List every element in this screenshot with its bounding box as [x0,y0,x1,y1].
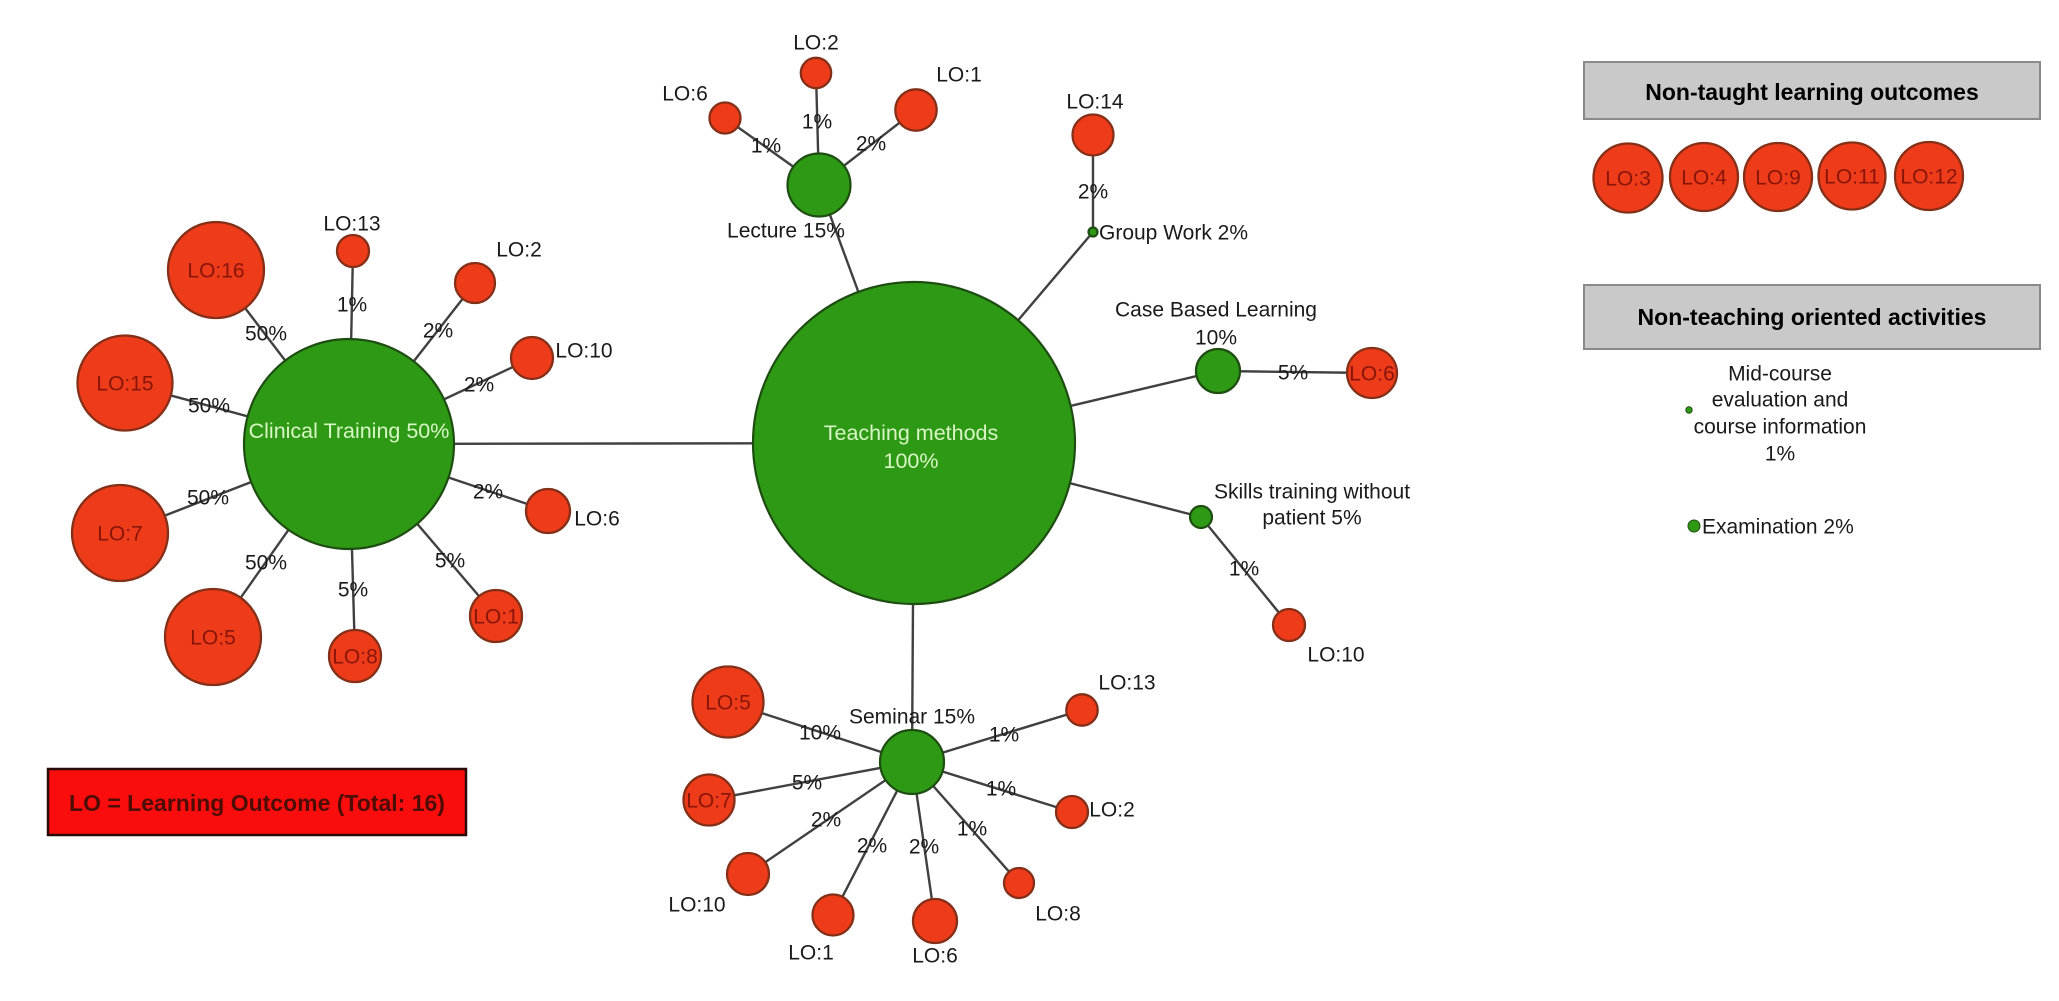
svg-text:LO:7: LO:7 [97,523,143,546]
svg-text:Clinical Training 50%: Clinical Training 50% [249,419,450,443]
svg-text:2%: 2% [1078,181,1108,204]
svg-text:LO:1: LO:1 [788,942,834,965]
svg-text:5%: 5% [338,579,368,602]
svg-text:LO:12: LO:12 [1900,166,1957,189]
svg-text:50%: 50% [188,395,230,418]
svg-text:LO:14: LO:14 [1066,91,1124,114]
svg-text:Case Based Learning: Case Based Learning [1115,299,1317,322]
svg-text:1%: 1% [957,818,987,841]
svg-text:2%: 2% [909,836,939,859]
svg-text:2%: 2% [464,374,494,397]
svg-text:Mid-course: Mid-course [1728,363,1832,386]
svg-text:1%: 1% [751,135,781,158]
svg-text:Teaching methods: Teaching methods [824,421,999,445]
svg-text:LO:15: LO:15 [96,373,153,396]
svg-text:Skills training without: Skills training without [1214,481,1410,504]
svg-text:Lecture 15%: Lecture 15% [727,220,845,243]
svg-text:LO:10: LO:10 [668,894,725,917]
svg-text:1%: 1% [802,111,832,134]
svg-text:LO:7: LO:7 [686,790,732,813]
svg-text:1%: 1% [1765,443,1795,466]
svg-text:Seminar 15%: Seminar 15% [849,706,975,729]
svg-text:1%: 1% [989,724,1019,747]
svg-text:LO:1: LO:1 [473,606,519,629]
svg-text:LO:6: LO:6 [912,945,958,968]
svg-text:10%: 10% [799,722,841,745]
svg-text:LO:6: LO:6 [1349,363,1395,386]
svg-text:LO:9: LO:9 [1755,167,1801,190]
svg-text:LO:13: LO:13 [1098,672,1155,695]
svg-text:LO:10: LO:10 [1307,644,1364,667]
svg-text:LO:10: LO:10 [555,340,612,363]
svg-text:Group Work 2%: Group Work 2% [1099,222,1248,245]
svg-text:LO:6: LO:6 [662,83,708,106]
svg-text:LO:2: LO:2 [496,239,542,262]
svg-text:LO:13: LO:13 [323,213,380,236]
svg-text:1%: 1% [337,294,367,317]
svg-text:Examination 2%: Examination 2% [1702,516,1854,539]
svg-text:LO:4: LO:4 [1681,167,1727,190]
svg-text:LO:2: LO:2 [1089,799,1135,822]
svg-text:LO:16: LO:16 [187,260,244,283]
svg-text:1%: 1% [1229,558,1259,581]
svg-text:2%: 2% [811,809,841,832]
svg-text:2%: 2% [856,133,886,156]
svg-text:course information: course information [1694,416,1867,439]
svg-text:50%: 50% [187,487,229,510]
svg-text:100%: 100% [884,449,939,473]
svg-text:5%: 5% [792,772,822,795]
svg-text:patient 5%: patient 5% [1262,507,1361,530]
svg-text:50%: 50% [245,552,287,575]
svg-text:5%: 5% [435,550,465,573]
svg-text:LO = Learning Outcome (Total:: LO = Learning Outcome (Total: 16) [69,790,445,816]
svg-text:evaluation and: evaluation and [1712,389,1849,412]
svg-text:Non-taught learning outcomes: Non-taught learning outcomes [1645,79,1979,105]
svg-text:LO:3: LO:3 [1605,168,1651,191]
svg-text:2%: 2% [473,481,503,504]
svg-text:LO:5: LO:5 [190,627,236,650]
svg-text:10%: 10% [1195,327,1237,350]
svg-text:LO:1: LO:1 [936,64,982,87]
svg-text:LO:8: LO:8 [332,646,378,669]
svg-text:5%: 5% [1278,362,1308,385]
svg-text:LO:8: LO:8 [1035,903,1081,926]
svg-text:2%: 2% [423,320,453,343]
svg-text:Non-teaching oriented activiti: Non-teaching oriented activities [1638,304,1987,330]
svg-text:1%: 1% [986,778,1016,801]
svg-text:LO:6: LO:6 [574,508,620,531]
svg-text:LO:2: LO:2 [793,32,839,55]
svg-text:50%: 50% [245,323,287,346]
svg-text:LO:5: LO:5 [705,692,751,715]
svg-text:2%: 2% [857,835,887,858]
svg-text:LO:11: LO:11 [1824,166,1880,189]
